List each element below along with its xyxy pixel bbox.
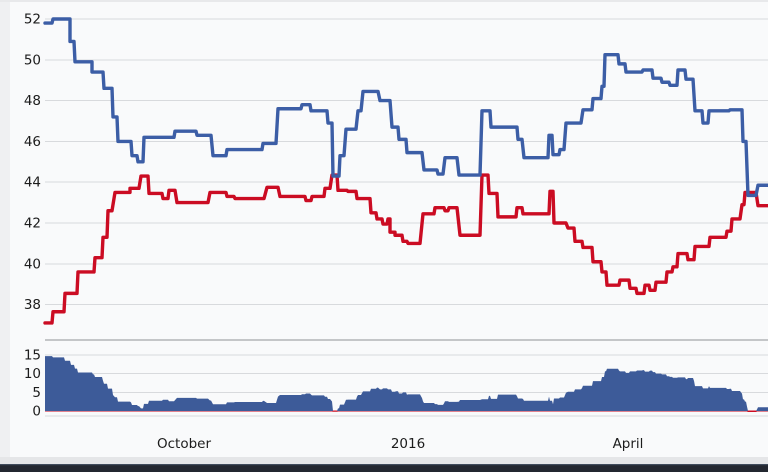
y-axis-label: 5 bbox=[32, 385, 41, 401]
y-axis-label: 50 bbox=[24, 52, 41, 68]
y-axis-label: 42 bbox=[24, 216, 41, 232]
y-axis-label: 46 bbox=[24, 134, 41, 150]
y-axis-label: 40 bbox=[24, 256, 41, 272]
y-axis-label: 15 bbox=[24, 348, 41, 364]
x-axis-label: 2016 bbox=[391, 436, 425, 452]
bottom-dark-bar bbox=[0, 464, 768, 472]
y-axis-label: 52 bbox=[24, 12, 41, 28]
page-gutter bbox=[0, 2, 10, 457]
y-axis-label: 10 bbox=[24, 366, 41, 382]
top-edge-strip bbox=[0, 0, 768, 2]
x-axis-label: April bbox=[613, 436, 644, 452]
y-axis-label: 38 bbox=[24, 297, 41, 313]
bottom-dark-bar-edge bbox=[0, 464, 768, 466]
y-axis-label: 48 bbox=[24, 93, 41, 109]
spread-area[interactable] bbox=[45, 356, 768, 411]
red-series-line[interactable] bbox=[43, 173, 768, 325]
gridlines bbox=[45, 18, 768, 417]
y-axis-label: 0 bbox=[32, 404, 41, 420]
spread-area-negative bbox=[45, 410, 768, 413]
blue-series-line[interactable] bbox=[43, 17, 768, 198]
bottom-strip bbox=[0, 457, 768, 464]
x-axis-label: October bbox=[157, 436, 211, 452]
y-axis-label: 44 bbox=[24, 175, 41, 191]
